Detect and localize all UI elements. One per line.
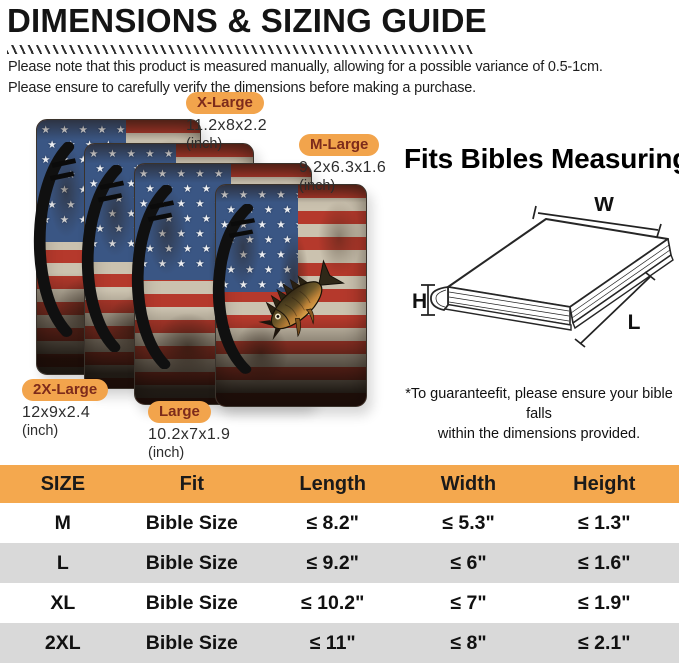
width-dimension-label: W [594,197,614,216]
table-row-l: L Bible Size ≤ 9.2" ≤ 6" ≤ 1.6" [0,543,679,583]
cell-height: ≤ 1.6" [578,551,631,574]
size-dimensions: 11.2x8x2.2 [186,117,268,134]
fit-guarantee-note: *To guaranteefit, please ensure your bib… [398,384,679,444]
cell-fit: Bible Size [145,631,238,654]
column-header-size: SIZE [40,472,86,495]
cell-length: ≤ 10.2" [301,591,365,614]
column-header-height: Height [573,472,636,495]
size-unit: (inch) [22,423,59,439]
callout-m-large: M-Large 9.2x6.3x1.6 (inch) [299,134,386,194]
cell-length: ≤ 11" [309,631,356,654]
cell-length: ≤ 9.2" [306,551,359,574]
size-dimensions: 12x9x2.4 [22,404,91,421]
cell-fit: Bible Size [145,511,238,534]
table-row-m: M Bible Size ≤ 8.2" ≤ 5.3" ≤ 1.3" [0,503,679,543]
callout-2x-large: 2X-Large 12x9x2.4 (inch) [22,379,109,439]
callout-large: Large 10.2x7x1.9 (inch) [148,401,230,461]
column-header-fit: Fit [179,472,205,495]
size-badge: Large [148,401,211,423]
cell-fit: Bible Size [145,591,238,614]
cell-height: ≤ 1.3" [578,511,631,534]
handle-strap-icon [81,165,125,353]
disclaimer-line-2: Please ensure to carefully verify the di… [8,80,476,96]
size-unit: (inch) [148,445,185,461]
hatch-divider [7,45,473,54]
fit-note-line-2: within the dimensions provided. [437,426,641,442]
height-dimension-label: H [412,290,427,313]
bible-measurement-diagram: W H L [412,197,674,348]
fit-guide-heading: Fits Bibles Measuring [404,143,679,174]
cell-size: XL [50,591,76,614]
disclaimer-line-1: Please note that this product is measure… [8,59,603,75]
size-table: SIZE Fit Length Width Height M Bible Siz… [0,465,679,663]
cell-size: L [56,551,69,574]
size-dimensions: 9.2x6.3x1.6 [299,159,387,176]
cell-height: ≤ 1.9" [578,591,631,614]
column-header-length: Length [299,472,367,495]
cell-width: ≤ 8" [450,631,487,654]
length-dimension-label: L [628,311,641,334]
cell-width: ≤ 6" [450,551,487,574]
page-title: DIMENSIONS & SIZING GUIDE [7,2,487,39]
table-row-xl: XL Bible Size ≤ 10.2" ≤ 7" ≤ 1.9" [0,583,679,623]
disclaimer: Please note that this product is measure… [8,57,603,99]
callout-x-large: X-Large 11.2x8x2.2 (inch) [186,92,267,152]
cell-width: ≤ 5.3" [442,511,495,534]
cell-size: M [54,511,71,534]
size-table-header: SIZE Fit Length Width Height [0,465,679,503]
column-header-width: Width [440,472,497,495]
table-row-2xl: 2XL Bible Size ≤ 11" ≤ 8" ≤ 2.1" [0,623,679,663]
size-dimensions: 10.2x7x1.9 [148,426,231,443]
fit-note-line-1: *To guaranteefit, please ensure your bib… [405,386,673,422]
bible-cover-m-large: ★ ★ ★ ★ ★ ★ ★ ★ ★ ★ ★ ★ ★ ★ ★ ★ ★ ★ ★ ★ … [212,184,367,407]
size-unit: (inch) [186,136,223,152]
cell-fit: Bible Size [145,551,238,574]
cell-width: ≤ 7" [450,591,487,614]
cell-length: ≤ 8.2" [306,511,359,534]
cell-size: 2XL [44,631,81,654]
handle-strap-icon [212,204,256,374]
size-badge: X-Large [186,92,264,114]
handle-strap-icon [131,184,175,369]
size-unit: (inch) [299,178,336,194]
size-badge: 2X-Large [22,379,109,401]
size-badge: M-Large [299,134,380,156]
handle-strap-icon [33,142,77,337]
cell-height: ≤ 2.1" [578,631,631,654]
